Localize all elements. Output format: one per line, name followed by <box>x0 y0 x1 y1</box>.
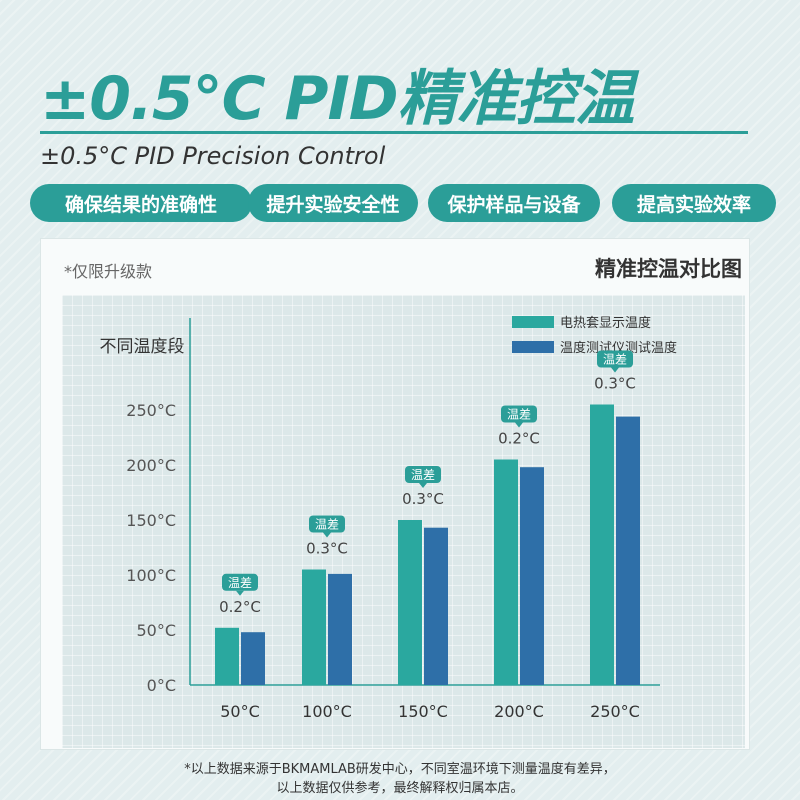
x-tick-label: 150°C <box>398 702 448 721</box>
temp-diff-badge <box>309 515 345 533</box>
bar-display-temp <box>398 520 422 685</box>
page-subtitle: ±0.5°C PID Precision Control <box>40 142 386 170</box>
feature-pills: 确保结果的准确性 提升实验安全性 保护样品与设备 提高实验效率 <box>30 184 780 222</box>
footnote-line-1: *以上数据来源于BKMAMLAB研发中心，不同室温环境下测量温度有差异， <box>184 762 616 777</box>
bar-display-temp <box>494 459 518 685</box>
temp-diff-badge-pointer <box>323 532 331 538</box>
x-tick-label: 50°C <box>220 702 260 721</box>
legend-swatch <box>512 316 554 328</box>
chart-title: 精准控温对比图 <box>595 257 742 281</box>
title-divider <box>40 131 748 134</box>
bar-tester-temp <box>241 632 265 685</box>
bar-tester-temp <box>424 527 448 685</box>
legend-label: 电热套显示温度 <box>560 315 651 331</box>
y-tick-label: 0°C <box>147 676 176 695</box>
upgrade-note: *仅限升级款 <box>64 262 153 281</box>
bar-display-temp <box>590 404 614 685</box>
feature-pill-protection: 保护样品与设备 <box>428 184 600 222</box>
temp-diff-value: 0.3°C <box>306 540 348 558</box>
temp-diff-label: 温差 <box>315 518 339 532</box>
temp-diff-label: 温差 <box>507 408 531 422</box>
temp-diff-badge-pointer <box>515 422 523 428</box>
y-tick-label: 50°C <box>136 621 176 640</box>
temp-diff-badge <box>405 466 441 483</box>
temp-diff-label: 温差 <box>411 468 435 482</box>
temp-diff-badge-pointer <box>236 590 244 596</box>
feature-pill-efficiency: 提高实验效率 <box>612 184 776 222</box>
temp-diff-value: 0.3°C <box>594 375 636 393</box>
x-tick-label: 250°C <box>590 702 640 721</box>
feature-pill-safety: 提升实验安全性 <box>248 184 418 222</box>
legend-swatch <box>512 341 554 353</box>
temp-diff-badge-pointer <box>611 367 619 373</box>
y-axis-label: 不同温度段 <box>100 337 185 357</box>
footnote: *以上数据来源于BKMAMLAB研发中心，不同室温环境下测量温度有差异， 以上数… <box>0 760 800 798</box>
bar-display-temp <box>215 627 239 685</box>
bar-tester-temp <box>520 467 544 685</box>
x-tick-label: 200°C <box>494 702 544 721</box>
feature-pill-accuracy: 确保结果的准确性 <box>30 184 252 222</box>
bar-display-temp <box>302 569 326 685</box>
x-tick-label: 100°C <box>302 702 352 721</box>
y-tick-label: 200°C <box>126 456 176 475</box>
temp-diff-label: 温差 <box>603 353 627 367</box>
temp-diff-value: 0.2°C <box>219 598 261 616</box>
temp-diff-value: 0.3°C <box>402 490 444 508</box>
page-title: ±0.5°C PID精准控温 <box>40 64 635 134</box>
y-tick-label: 150°C <box>126 511 176 530</box>
temp-diff-badge-pointer <box>419 483 427 488</box>
temp-diff-badge <box>501 405 537 423</box>
footnote-line-2: 以上数据仅供参考，最终解释权归属本店。 <box>276 781 524 796</box>
temp-diff-value: 0.2°C <box>498 430 540 448</box>
bar-tester-temp <box>328 573 352 685</box>
bar-tester-temp <box>616 416 640 685</box>
temp-diff-badge <box>222 573 258 591</box>
y-tick-label: 100°C <box>126 566 176 585</box>
legend-label: 温度测试仪测试温度 <box>560 340 677 356</box>
temp-diff-label: 温差 <box>228 576 252 590</box>
temp-diff-badge <box>597 350 633 368</box>
y-tick-label: 250°C <box>126 401 176 420</box>
